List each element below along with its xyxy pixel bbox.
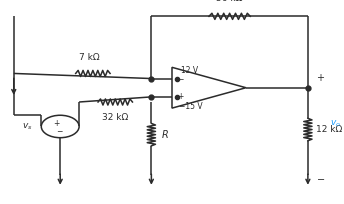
- Text: $+$: $+$: [316, 72, 325, 83]
- Text: R: R: [162, 130, 169, 140]
- Text: $-$: $-$: [177, 73, 184, 82]
- Text: 12 V: 12 V: [181, 66, 198, 75]
- Text: 56 kΩ: 56 kΩ: [216, 0, 243, 3]
- Text: $+$: $+$: [177, 91, 184, 101]
- Text: $v_o$: $v_o$: [330, 118, 341, 129]
- Text: $+$: $+$: [53, 118, 61, 129]
- Text: −15 V: −15 V: [179, 102, 203, 111]
- Text: 32 kΩ: 32 kΩ: [102, 113, 128, 122]
- Text: $-$: $-$: [316, 173, 326, 183]
- Text: $v_s$: $v_s$: [22, 121, 33, 132]
- Text: $-$: $-$: [56, 125, 64, 134]
- Text: 12 kΩ: 12 kΩ: [316, 125, 343, 134]
- Text: 7 kΩ: 7 kΩ: [79, 53, 100, 62]
